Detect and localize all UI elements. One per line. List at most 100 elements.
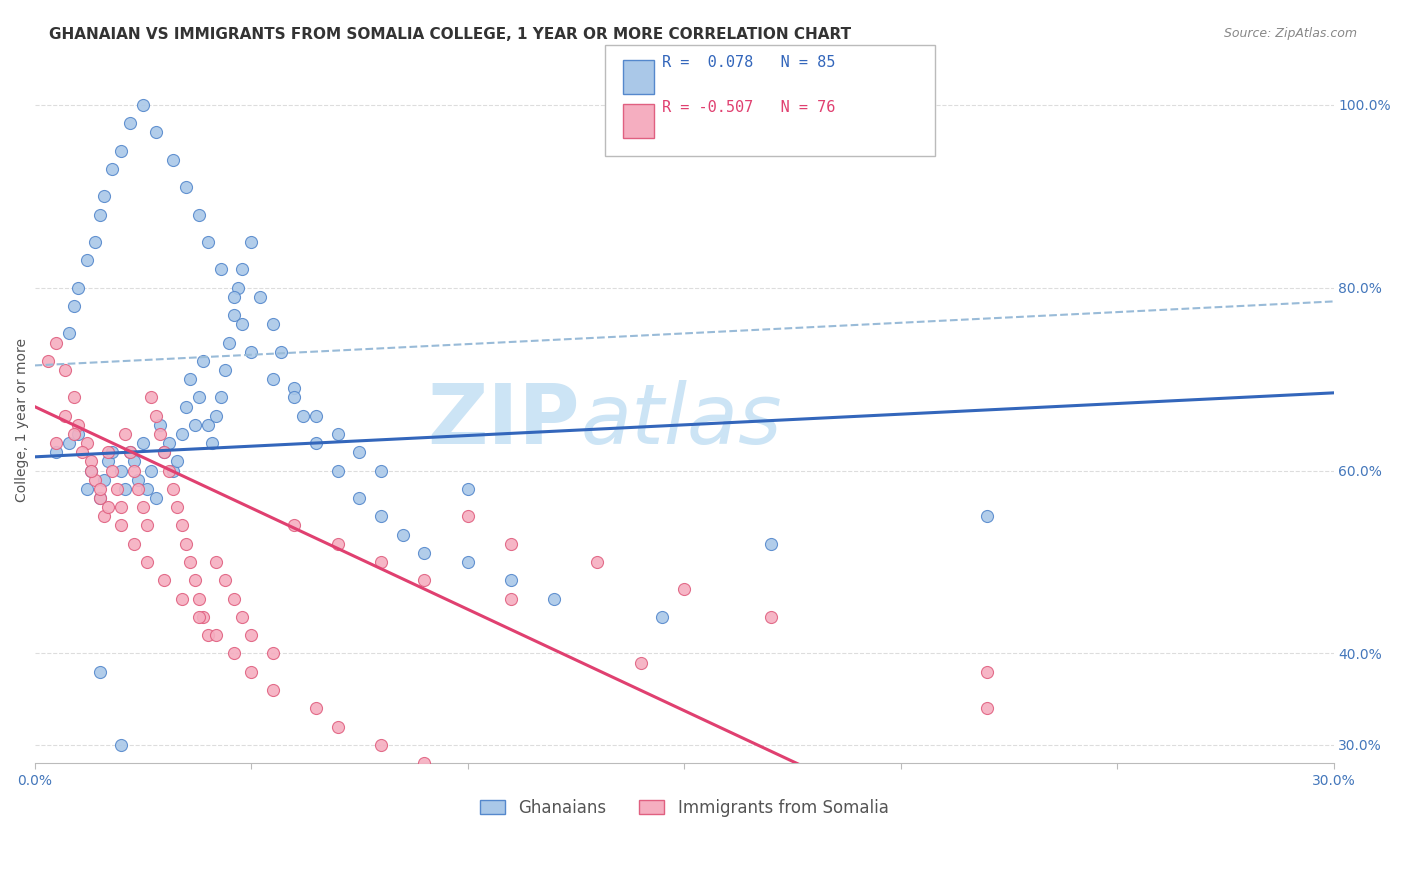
Point [976,701,998,715]
Point [37,354,59,368]
Point [89,208,111,222]
Point [157,436,180,450]
Point [162,482,184,496]
Point [62,391,84,405]
Point [93,473,115,487]
Point [127,473,149,487]
Point [209,391,232,405]
Point [101,161,124,176]
Point [226,281,249,295]
Point [141,464,163,478]
Point [262,372,284,386]
Point [174,537,197,551]
Point [184,417,207,432]
Point [110,144,132,158]
Point [292,409,315,423]
Point [249,290,271,304]
Point [205,628,228,642]
Point [240,665,263,679]
Point [66,427,89,442]
Point [283,518,305,533]
Point [145,125,167,139]
Point [222,290,245,304]
Point [283,381,305,395]
Point [93,189,115,203]
Point [118,445,141,459]
Point [127,482,149,496]
Point [101,445,124,459]
Y-axis label: College, 1 year or more: College, 1 year or more [15,338,30,502]
Point [110,518,132,533]
Point [118,116,141,130]
Point [58,436,80,450]
Point [222,308,245,322]
Point [370,509,392,524]
Point [76,436,98,450]
Point [193,610,215,624]
Point [145,409,167,423]
Point [105,482,128,496]
Point [499,591,522,606]
Point [145,491,167,505]
Point [80,464,103,478]
Point [270,344,292,359]
Point [976,509,998,524]
Point [184,574,207,588]
Point [240,628,263,642]
Point [188,208,211,222]
Point [118,445,141,459]
Point [231,262,253,277]
Point [157,464,180,478]
Point [132,436,155,450]
Text: atlas: atlas [581,380,782,461]
Point [170,427,193,442]
Point [110,500,132,515]
Point [141,391,163,405]
Point [45,445,67,459]
Text: Source: ZipAtlas.com: Source: ZipAtlas.com [1223,27,1357,40]
Point [214,574,236,588]
Point [976,665,998,679]
Point [76,253,98,268]
Point [101,464,124,478]
Point [457,482,479,496]
Point [62,427,84,442]
Point [651,610,673,624]
Point [153,445,176,459]
Point [89,491,111,505]
Point [222,591,245,606]
Point [262,683,284,698]
Point [457,509,479,524]
Text: ZIP: ZIP [427,380,581,461]
Point [240,235,263,249]
Text: R =  0.078   N = 85: R = 0.078 N = 85 [662,55,835,70]
Point [214,363,236,377]
Point [97,500,120,515]
Point [391,527,413,541]
Point [166,500,188,515]
Point [93,509,115,524]
Point [326,720,349,734]
Point [97,445,120,459]
Point [240,344,263,359]
Point [326,427,349,442]
Point [166,454,188,468]
Point [413,574,436,588]
Point [197,235,219,249]
Point [58,326,80,341]
Point [45,335,67,350]
Point [499,537,522,551]
Point [305,701,328,715]
Point [110,738,132,752]
Point [326,537,349,551]
Point [153,574,176,588]
Point [80,454,103,468]
Point [132,500,155,515]
Point [110,464,132,478]
Point [413,756,436,771]
Point [53,363,76,377]
Point [205,409,228,423]
Point [84,235,107,249]
Point [136,482,159,496]
Text: GHANAIAN VS IMMIGRANTS FROM SOMALIA COLLEGE, 1 YEAR OR MORE CORRELATION CHART: GHANAIAN VS IMMIGRANTS FROM SOMALIA COLL… [49,27,852,42]
